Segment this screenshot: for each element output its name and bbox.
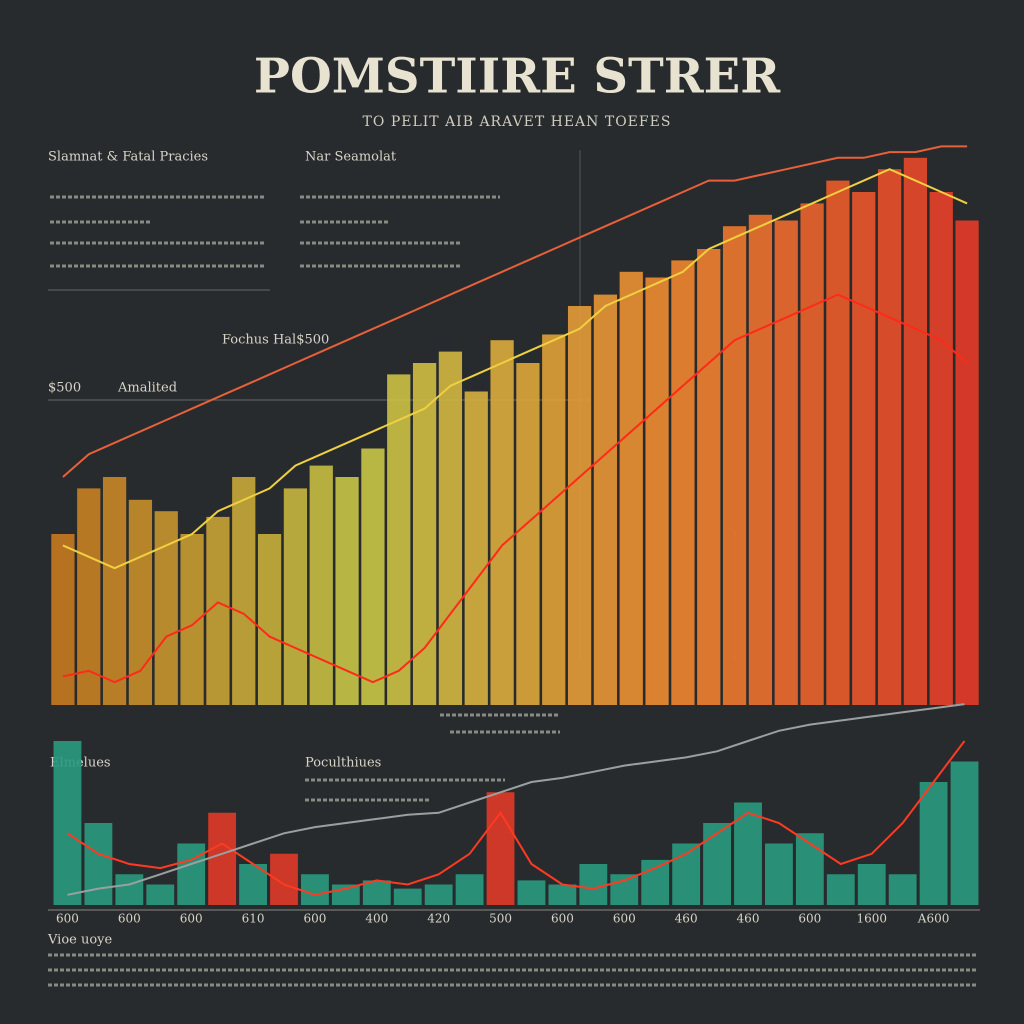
bar — [516, 363, 540, 705]
bar — [619, 271, 643, 705]
bar — [517, 880, 546, 905]
x-tick-label: A600 — [917, 912, 950, 926]
bar — [641, 859, 670, 905]
bar — [697, 249, 721, 705]
bar — [888, 874, 917, 905]
bar — [257, 534, 282, 705]
bar — [826, 874, 855, 905]
x-tick-label: 600 — [303, 912, 326, 926]
heading: Vioe uoye — [47, 933, 113, 948]
bar — [579, 864, 608, 905]
heading: Nar Seamolat — [305, 150, 397, 165]
bar — [722, 226, 747, 705]
bar — [542, 334, 566, 705]
bar — [795, 833, 824, 905]
x-tick-label: 600 — [551, 912, 574, 926]
text-blocks — [48, 150, 980, 987]
bar — [852, 192, 876, 705]
x-tick-label: 460 — [675, 912, 698, 926]
line — [62, 293, 968, 684]
heading: Amalited — [117, 381, 177, 396]
line — [66, 740, 966, 896]
x-tick-label: 420 — [427, 912, 450, 926]
bar — [903, 157, 928, 706]
bar — [309, 465, 333, 705]
bar — [102, 477, 127, 705]
bar — [77, 488, 101, 705]
bar — [877, 169, 902, 705]
bar — [765, 843, 793, 905]
bar — [361, 448, 385, 705]
heading: Slamnat & Fatal Pracies — [48, 150, 208, 165]
x-tick-label: 610 — [242, 912, 265, 926]
x-tick-label: 500 — [489, 912, 512, 926]
bar — [362, 880, 391, 905]
bar — [734, 802, 762, 905]
x-tick-label: 1600 — [856, 912, 887, 926]
bar — [424, 884, 453, 905]
bar — [208, 812, 237, 905]
bar — [438, 351, 463, 705]
bar — [393, 888, 422, 905]
bar — [177, 843, 206, 905]
x-tick-label: 600 — [613, 912, 636, 926]
heading: $500 — [48, 381, 81, 396]
bar — [146, 884, 175, 905]
bar — [919, 782, 948, 905]
bar — [270, 853, 298, 905]
subtitle: TO PELIT AIB ARAVET HEAN TOEFES — [363, 114, 672, 130]
bar — [671, 260, 695, 705]
bar — [929, 192, 953, 705]
x-tick-label: 600 — [118, 912, 141, 926]
bar — [206, 516, 230, 705]
bar — [53, 741, 82, 905]
bar — [232, 477, 256, 705]
bar — [774, 220, 798, 705]
bar — [486, 792, 515, 905]
bar — [955, 220, 979, 705]
bar — [283, 488, 308, 705]
bar — [548, 884, 577, 905]
bar — [412, 363, 437, 705]
bar — [826, 180, 850, 706]
bar — [800, 203, 824, 705]
line — [62, 145, 968, 478]
bar — [301, 874, 329, 905]
bar — [84, 823, 113, 905]
bar — [455, 874, 484, 905]
bar — [115, 874, 144, 905]
bar — [703, 823, 731, 905]
x-tick-label: 600 — [180, 912, 203, 926]
line — [67, 703, 965, 896]
bar — [464, 391, 488, 705]
heading: Poculthiues — [305, 756, 381, 771]
bar — [154, 511, 178, 705]
bar — [180, 534, 204, 705]
line — [62, 168, 968, 570]
bar — [748, 214, 773, 706]
bar — [335, 477, 359, 705]
x-tick-label: 460 — [737, 912, 760, 926]
bar — [610, 874, 639, 905]
x-tick-label: 400 — [365, 912, 388, 926]
bar — [593, 294, 618, 705]
bar — [51, 534, 75, 705]
title: POMSTIIRE STRER — [254, 49, 781, 105]
bar — [645, 277, 669, 705]
x-tick-label: 600 — [798, 912, 821, 926]
bar — [128, 499, 153, 705]
x-tick-label: 600 — [56, 912, 79, 926]
bar — [567, 306, 592, 705]
heading: Fochus Hal$500 — [222, 333, 329, 348]
bar — [387, 374, 411, 705]
bar — [857, 864, 886, 905]
bar — [950, 761, 979, 905]
bar — [490, 340, 514, 705]
